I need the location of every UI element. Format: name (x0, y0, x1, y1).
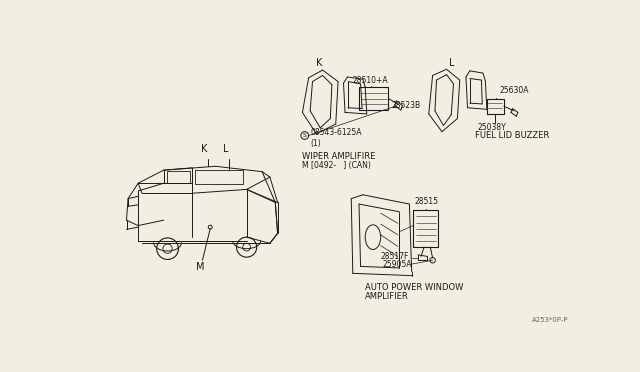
Text: 28517F: 28517F (381, 252, 409, 261)
Text: K: K (201, 144, 207, 154)
Text: 28523B: 28523B (392, 101, 420, 110)
Text: K: K (316, 58, 322, 68)
Text: 25630A: 25630A (499, 86, 529, 96)
Text: (1): (1) (310, 139, 321, 148)
Text: FUEL LID BUZZER: FUEL LID BUZZER (476, 131, 550, 140)
Text: AMPLIFIER: AMPLIFIER (365, 292, 409, 301)
Text: WIPER AMPLIFIRE: WIPER AMPLIFIRE (303, 153, 376, 161)
Text: 25905A: 25905A (382, 260, 412, 269)
Bar (195, 170, 243, 184)
Bar (167, 171, 190, 183)
Bar (487, 99, 504, 114)
Text: 25038Y: 25038Y (477, 123, 506, 132)
Text: AUTO POWER WINDOW: AUTO POWER WINDOW (365, 283, 463, 292)
Bar (359, 87, 388, 110)
Text: A253*0P-P: A253*0P-P (532, 317, 568, 323)
Text: 28510+A: 28510+A (353, 77, 388, 86)
Text: L: L (449, 58, 455, 68)
Text: 08543-6125A: 08543-6125A (310, 128, 362, 137)
Text: M [0492-   ] (CAN): M [0492- ] (CAN) (303, 161, 371, 170)
Text: 28515: 28515 (415, 197, 439, 206)
Bar (413, 210, 438, 247)
Text: L: L (223, 144, 228, 154)
Text: M: M (196, 262, 204, 272)
Text: S: S (303, 133, 307, 138)
